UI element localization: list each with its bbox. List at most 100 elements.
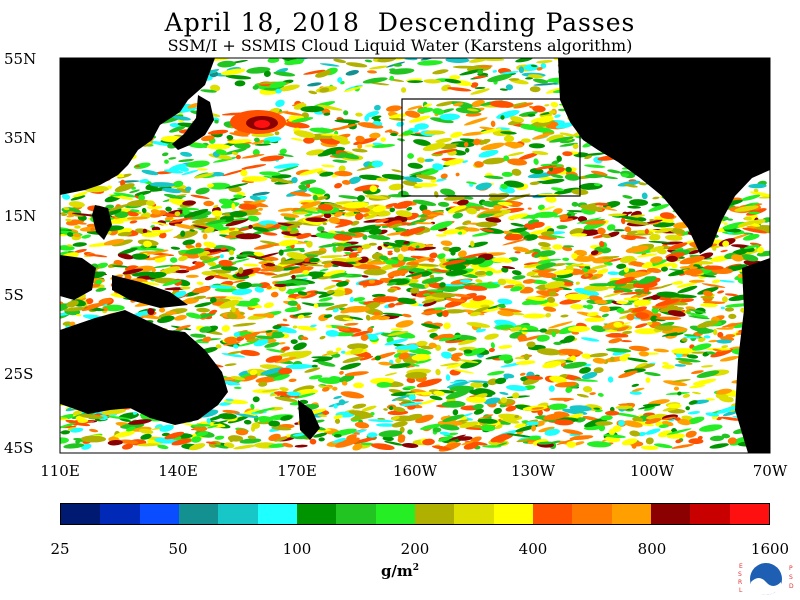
cloud-patch [292,325,298,329]
cloud-patch [164,216,174,221]
cloud-patch [238,370,251,376]
cloud-patch [398,352,410,360]
cloud-patch [343,110,349,116]
cloud-patch [650,315,658,322]
cloud-patch [540,63,547,69]
cloud-patch [679,255,705,265]
cloud-patch [525,77,534,80]
cloud-patch [382,312,405,317]
cloud-patch [643,286,650,294]
cloud-patch [335,206,361,213]
cloud-patch [248,224,253,229]
cloud-patch [312,194,318,201]
cloud-patch [397,253,404,261]
cloud-patch [202,233,208,240]
cloud-patch [332,386,338,391]
cloud-patch [710,348,734,358]
cloud-patch [463,141,469,148]
cloud-patch [400,227,426,237]
cloud-patch [196,307,210,313]
cloud-patch [437,253,446,259]
cloud-patch [724,307,735,312]
cloud-patch [227,139,252,144]
cloud-patch [182,200,196,206]
cloud-patch [430,268,448,273]
cloud-patch [278,249,284,256]
cloud-patch [497,298,513,305]
cloud-patch [559,132,577,137]
cloud-patch [465,347,486,357]
cloud-patch [217,273,239,279]
cloud-patch [697,328,714,334]
cloud-patch [175,269,190,274]
cloud-patch [195,242,202,249]
cloud-patch [267,406,284,411]
cloud-patch [656,248,667,255]
cloud-patch [302,269,310,275]
cloud-patch [221,325,230,332]
cloud-patch [717,331,724,338]
cloud-patch [463,349,473,354]
cloud-patch [641,192,648,200]
colorbar-label-0: 25 [50,540,70,558]
cloud-patch [341,350,346,354]
cloud-patch [422,142,446,152]
cloud-patch [170,257,178,263]
cloud-patch [255,376,279,383]
cloud-patch [421,299,436,304]
cloud-patch [214,119,219,124]
colorbar-label-6: 1600 [750,540,790,558]
cloud-patch [700,303,718,308]
cloud-patch [597,227,606,235]
cloud-patch [309,127,334,134]
cloud-patch [296,304,301,310]
cloud-patch [190,194,210,200]
cloud-patch [566,213,572,216]
cloud-patch [263,302,274,309]
cloud-patch [323,285,337,290]
cloud-patch [187,103,200,109]
cloud-patch [503,155,510,162]
cloud-patch [626,230,638,236]
cloud-patch [158,232,167,239]
cloud-patch [285,363,312,370]
cloud-patch [200,89,217,93]
cloud-patch [482,157,506,165]
cloud-patch [645,377,651,383]
cloud-patch [338,399,346,406]
cloud-patch [252,396,260,403]
cloud-patch [607,169,621,174]
cloud-patch [635,362,648,368]
cloud-patch [452,409,459,416]
cloud-patch [622,195,633,199]
cloud-patch [472,75,487,79]
cloud-patch [355,112,363,117]
cloud-patch [228,227,236,231]
cloud-patch [334,119,360,124]
cloud-patch [421,276,444,284]
cloud-patch [571,233,588,237]
cloud-patch [490,120,496,127]
cloud-patch [253,271,278,276]
cloud-patch [428,342,437,349]
cloud-patch [414,182,438,188]
cloud-patch [623,271,648,278]
cloud-patch [259,155,285,162]
cloud-patch [608,213,627,217]
cloud-patch [620,234,626,238]
cloud-patch [737,220,758,228]
cloud-patch [146,205,163,210]
cloud-patch [632,306,647,313]
cloud-patch [178,158,194,163]
cloud-patch [725,334,736,338]
cloud-patch [535,165,558,170]
colorbar-swatch-0 [61,504,101,524]
cloud-patch [287,300,298,306]
cloud-patch [450,131,463,138]
cloud-patch [457,199,469,206]
cloud-patch [280,266,301,271]
cloud-patch [593,367,604,374]
cloud-patch [352,148,368,153]
cloud-patch [405,264,419,270]
lat-label-0: 55N [4,50,37,68]
